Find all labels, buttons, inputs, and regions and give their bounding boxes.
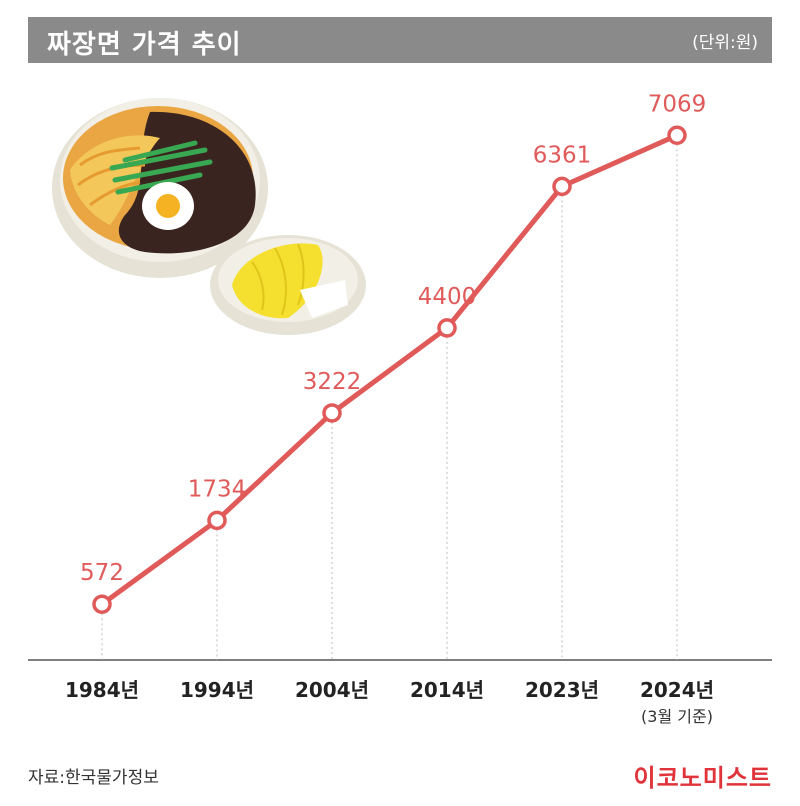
value-label-1: 1734 — [188, 476, 247, 502]
value-label-0: 572 — [80, 560, 124, 586]
x-tick-label-3: 2014년 — [410, 678, 484, 702]
value-label-2: 3222 — [303, 369, 362, 395]
chart-title: 짜장면 가격 추이 — [47, 30, 242, 60]
jajangmyeon-bowl-illustration — [52, 98, 366, 335]
value-label-4: 6361 — [533, 142, 592, 168]
unit-label: (단위:원) — [692, 33, 758, 53]
source-text: 자료:한국물가정보 — [28, 768, 159, 788]
x-tick-label-5: 2024년 — [640, 678, 714, 702]
x-tick-label-0: 1984년 — [65, 678, 139, 702]
data-point-3 — [437, 318, 457, 338]
x-tick-note-5: (3월 기준) — [641, 707, 713, 726]
data-point-1 — [207, 510, 227, 531]
x-tick-label-4: 2023년 — [525, 678, 599, 702]
brand-logo: 이코노미스트 — [633, 764, 772, 792]
data-point-4 — [552, 176, 572, 197]
value-label-3: 4400 — [418, 284, 477, 310]
data-point-0 — [92, 594, 112, 614]
series-line — [100, 132, 679, 607]
x-tick-label-2: 2004년 — [295, 678, 369, 702]
x-tick-label-1: 1994년 — [180, 678, 254, 702]
data-point-2 — [322, 403, 342, 423]
title-bar: 짜장면 가격 추이 (단위:원) — [28, 17, 772, 63]
value-label-5: 7069 — [648, 91, 707, 117]
data-point-5 — [667, 125, 687, 146]
